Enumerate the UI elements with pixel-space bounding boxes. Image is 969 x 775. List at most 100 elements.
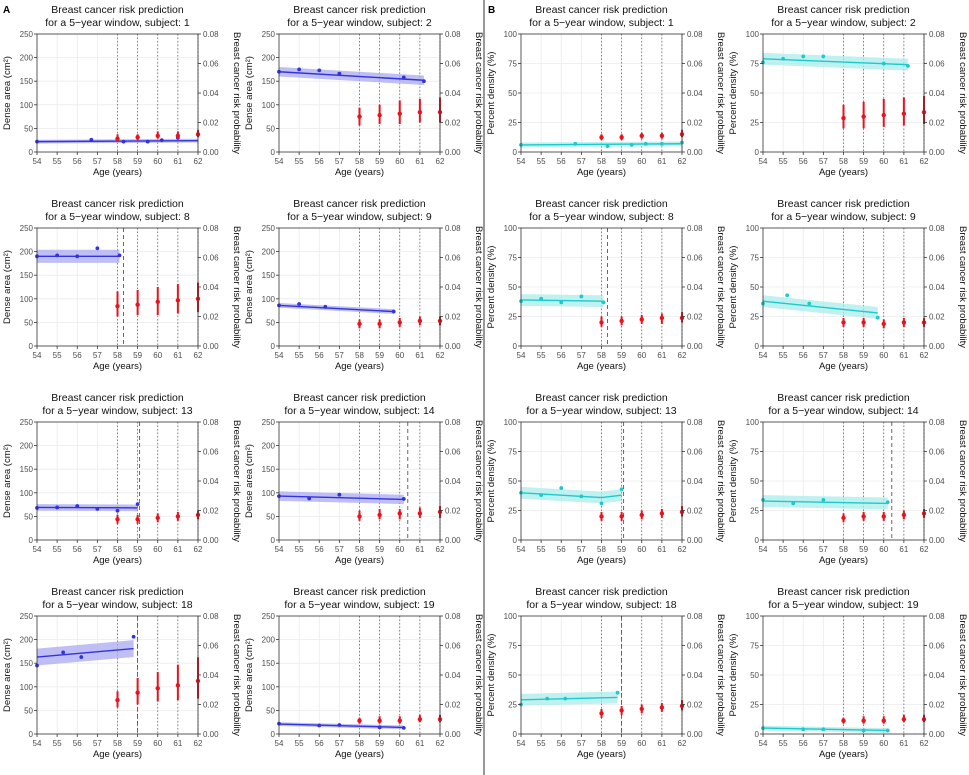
y-axis-label: Dense area (cm²) <box>2 444 13 518</box>
x-tick-label: 58 <box>355 739 364 748</box>
y2-tick-label: 0.08 <box>203 224 219 233</box>
x-tick-label: 54 <box>759 545 768 554</box>
observation-point <box>579 494 584 499</box>
y-tick-label: 0 <box>513 342 518 351</box>
observation-point <box>75 504 80 508</box>
chart-title: Breast cancer risk prediction <box>293 586 426 598</box>
y-tick-label: 50 <box>508 477 517 486</box>
y-tick-label: 50 <box>750 89 759 98</box>
y2-tick-label: 0.06 <box>929 448 945 457</box>
observation-point <box>55 253 60 258</box>
x-tick-label: 54 <box>33 157 42 166</box>
risk-point <box>377 718 382 723</box>
x-tick-label: 54 <box>517 351 526 360</box>
y2-tick-label: 0.08 <box>929 612 945 621</box>
y2-tick-label: 0.02 <box>203 313 219 322</box>
x-tick-label: 60 <box>395 351 404 360</box>
risk-point <box>639 133 644 138</box>
x-tick-label: 54 <box>275 739 284 748</box>
x-tick-label: 59 <box>375 157 384 166</box>
observation-point <box>377 725 382 730</box>
x-tick-label: 61 <box>173 545 182 554</box>
y2-tick-label: 0.00 <box>445 730 461 739</box>
trend-line <box>762 300 878 314</box>
trend-line <box>520 299 604 302</box>
risk-point <box>397 111 402 116</box>
risk-point <box>841 515 846 521</box>
chart-title: Breast cancer risk prediction <box>51 198 184 210</box>
chart-subtitle: for a 5−year window, subject: 1 <box>45 17 190 29</box>
y2-tick-label: 0.08 <box>445 30 461 39</box>
risk-point <box>417 717 423 722</box>
chart-subtitle: for a 5−year window, subject: 19 <box>284 599 434 611</box>
y2-tick-label: 0.06 <box>445 254 461 263</box>
x-tick-label: 60 <box>153 351 162 360</box>
y-tick-label: 100 <box>504 224 518 233</box>
x-tick-label: 57 <box>577 351 586 360</box>
risk-point <box>841 115 846 121</box>
y-tick-label: 0 <box>755 536 760 545</box>
y-axis-label: Dense area (cm²) <box>2 638 13 712</box>
y2-tick-label: 0.02 <box>687 701 703 710</box>
observation-point <box>89 137 94 142</box>
y2-tick-label: 0.08 <box>445 224 461 233</box>
risk-point <box>881 718 886 723</box>
y2-tick-label: 0.00 <box>445 342 461 351</box>
x-tick-label: 57 <box>93 157 102 166</box>
x-tick-label: 54 <box>759 739 768 748</box>
chart-subtitle: for a 5−year window, subject: 18 <box>42 599 192 611</box>
y2-tick-label: 0.04 <box>687 89 703 98</box>
x-tick-label: 57 <box>93 739 102 748</box>
risk-point <box>377 112 382 118</box>
observation-point <box>659 141 664 146</box>
observation-point <box>875 315 880 320</box>
y2-tick-label: 0.00 <box>445 536 461 545</box>
observation-point <box>601 300 606 305</box>
x-tick-label: 61 <box>899 545 908 554</box>
x-tick-label: 59 <box>133 351 142 360</box>
observation-point <box>861 728 866 733</box>
x-tick-label: 55 <box>295 545 304 554</box>
risk-point <box>397 511 402 516</box>
x-tick-label: 57 <box>335 545 344 554</box>
x-tick-label: 58 <box>839 545 848 554</box>
y2-tick-label: 0.06 <box>929 60 945 69</box>
x-axis-label: Age (years) <box>819 555 868 566</box>
y2-tick-label: 0.02 <box>445 119 461 128</box>
x-tick-label: 55 <box>537 157 546 166</box>
y2-tick-label: 0.04 <box>203 283 219 292</box>
x-tick-label: 56 <box>73 157 82 166</box>
x-tick-label: 61 <box>415 157 424 166</box>
chart-title: Breast cancer risk prediction <box>777 586 910 598</box>
chart-subtitle: for a 5−year window, subject: 9 <box>771 211 916 223</box>
observation-point <box>785 293 790 298</box>
x-tick-label: 57 <box>577 157 586 166</box>
y2-tick-label: 0.02 <box>929 701 945 710</box>
y-tick-label: 100 <box>504 418 518 427</box>
y2-tick-label: 0.04 <box>929 477 945 486</box>
y-tick-label: 0 <box>29 730 34 739</box>
x-tick-label: 60 <box>879 545 888 554</box>
x-tick-label: 55 <box>779 545 788 554</box>
chart-title: Breast cancer risk prediction <box>51 4 184 16</box>
y-tick-label: 0 <box>271 342 276 351</box>
risk-point <box>377 321 382 327</box>
chart-title: Breast cancer risk prediction <box>51 586 184 598</box>
risk-point <box>115 303 120 309</box>
observation-point <box>121 139 126 144</box>
risk-point <box>599 514 604 519</box>
y-tick-label: 0 <box>271 148 276 157</box>
observation-point <box>559 300 564 305</box>
x-tick-label: 60 <box>879 739 888 748</box>
x-tick-label: 60 <box>395 739 404 748</box>
risk-point <box>881 514 886 519</box>
y2-tick-label: 0.08 <box>687 224 703 233</box>
x-tick-label: 57 <box>819 351 828 360</box>
y2-axis-label: Breast cancer risk probability <box>231 420 242 542</box>
x-tick-label: 56 <box>315 351 324 360</box>
observation-point <box>117 253 122 258</box>
x-tick-label: 54 <box>275 351 284 360</box>
